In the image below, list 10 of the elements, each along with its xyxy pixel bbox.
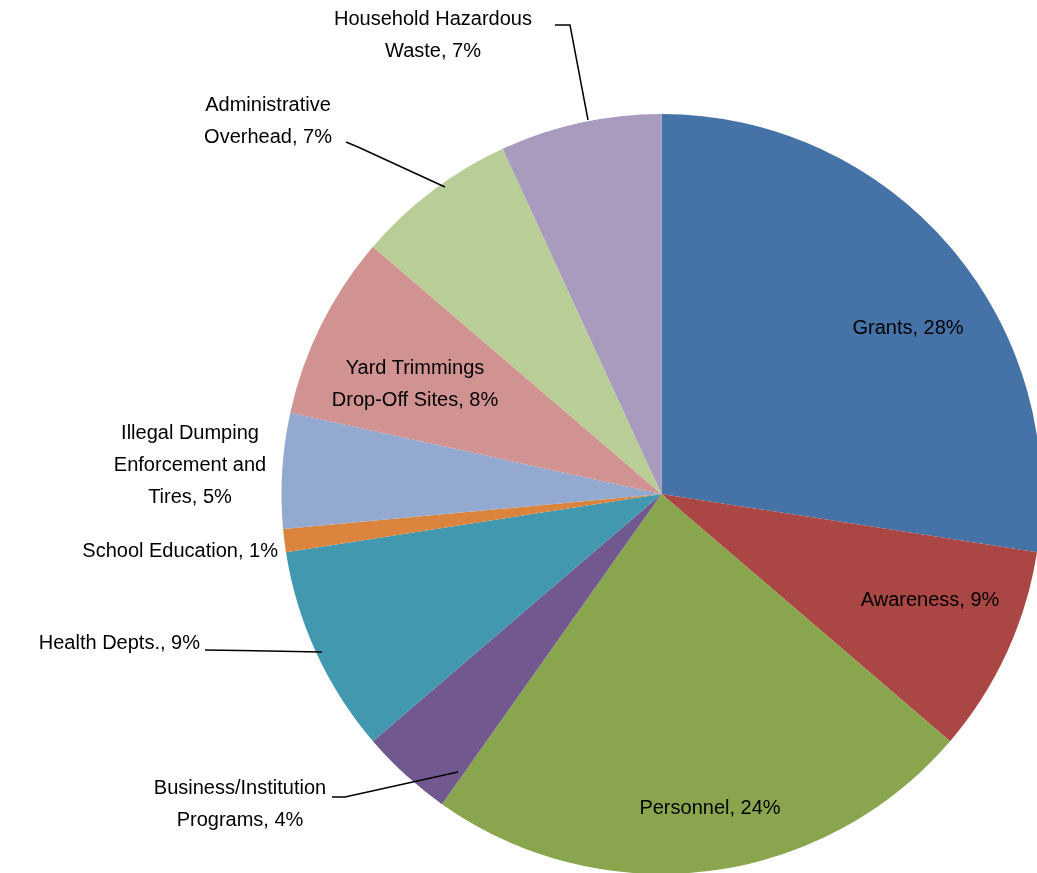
slice-label: Administrative Overhead, 7%	[204, 92, 333, 147]
slice-label: Grants, 28%	[852, 315, 964, 338]
slice-label: School Education, 1%	[82, 538, 279, 561]
slice-label: Business/Institution Programs, 4%	[153, 775, 327, 830]
slice-label: Health Depts., 9%	[38, 630, 201, 653]
slice-label: Personnel, 24%	[639, 795, 781, 818]
slice-label: Illegal Dumping Enforcement and Tires, 5%	[113, 420, 267, 507]
slice-label: Awareness, 9%	[860, 587, 1000, 610]
slice-label: Household Hazardous Waste, 7%	[334, 6, 532, 61]
slice-label: Yard Trimmings Drop-Off Sites, 8%	[331, 355, 499, 410]
